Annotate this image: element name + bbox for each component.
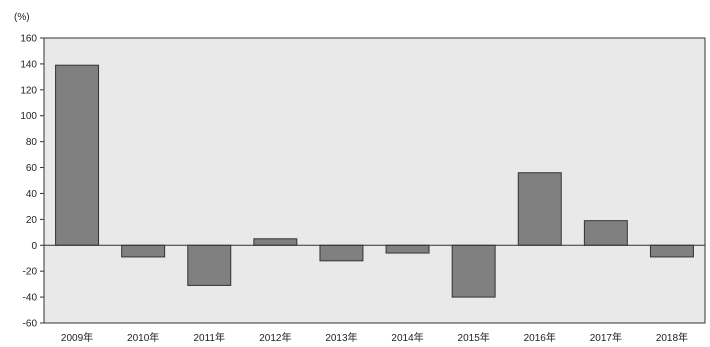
x-tick-label: 2017年 [590,331,622,344]
x-tick-label: 2014年 [391,331,423,344]
x-tick-label: 2018年 [656,331,688,344]
bar-2017年 [583,220,628,246]
y-tick-label: -40 [23,293,38,304]
y-axis: -60 -40 -20 0 20 40 60 80 100 120 140 160 [20,34,705,330]
bar-2009年 [55,64,100,246]
y-tick-label: 20 [26,215,38,226]
bar-2013年 [319,244,364,262]
x-tick-label: 2010年 [127,331,159,344]
y-tick-label: 40 [26,189,38,200]
y-tick-label: 140 [20,59,37,70]
y-tick-label: -60 [23,319,38,330]
x-tick-label: 2016年 [524,331,556,344]
x-tick-label: 2011年 [193,331,225,344]
x-tick-label: 2013年 [325,331,357,344]
bar-2018年 [649,244,694,258]
bar-group [55,64,694,298]
bar-2015年 [451,244,496,298]
y-unit-label: (%) [14,12,30,23]
bar-2012年 [253,238,298,246]
y-tick-label: 100 [20,111,37,122]
y-tick-label: 0 [31,241,37,252]
bar-2016年 [517,172,562,246]
y-tick-label: 80 [26,137,38,148]
plot-area [43,37,706,324]
y-tick-label: 120 [20,85,37,96]
bar-2014年 [385,244,430,254]
x-tick-label: 2009年 [61,331,93,344]
x-tick-label: 2012年 [259,331,291,344]
y-tick-label: 60 [26,163,38,174]
x-axis: 2009年 2010年 2011年 2012年 2013年 2014年 2015年 2016年… [61,331,688,344]
y-tick-label: -20 [23,267,38,278]
y-tick-label: 160 [20,34,37,45]
x-tick-label: 2015年 [458,331,490,344]
bar-2011年 [187,244,232,286]
bar-2010年 [121,244,166,258]
